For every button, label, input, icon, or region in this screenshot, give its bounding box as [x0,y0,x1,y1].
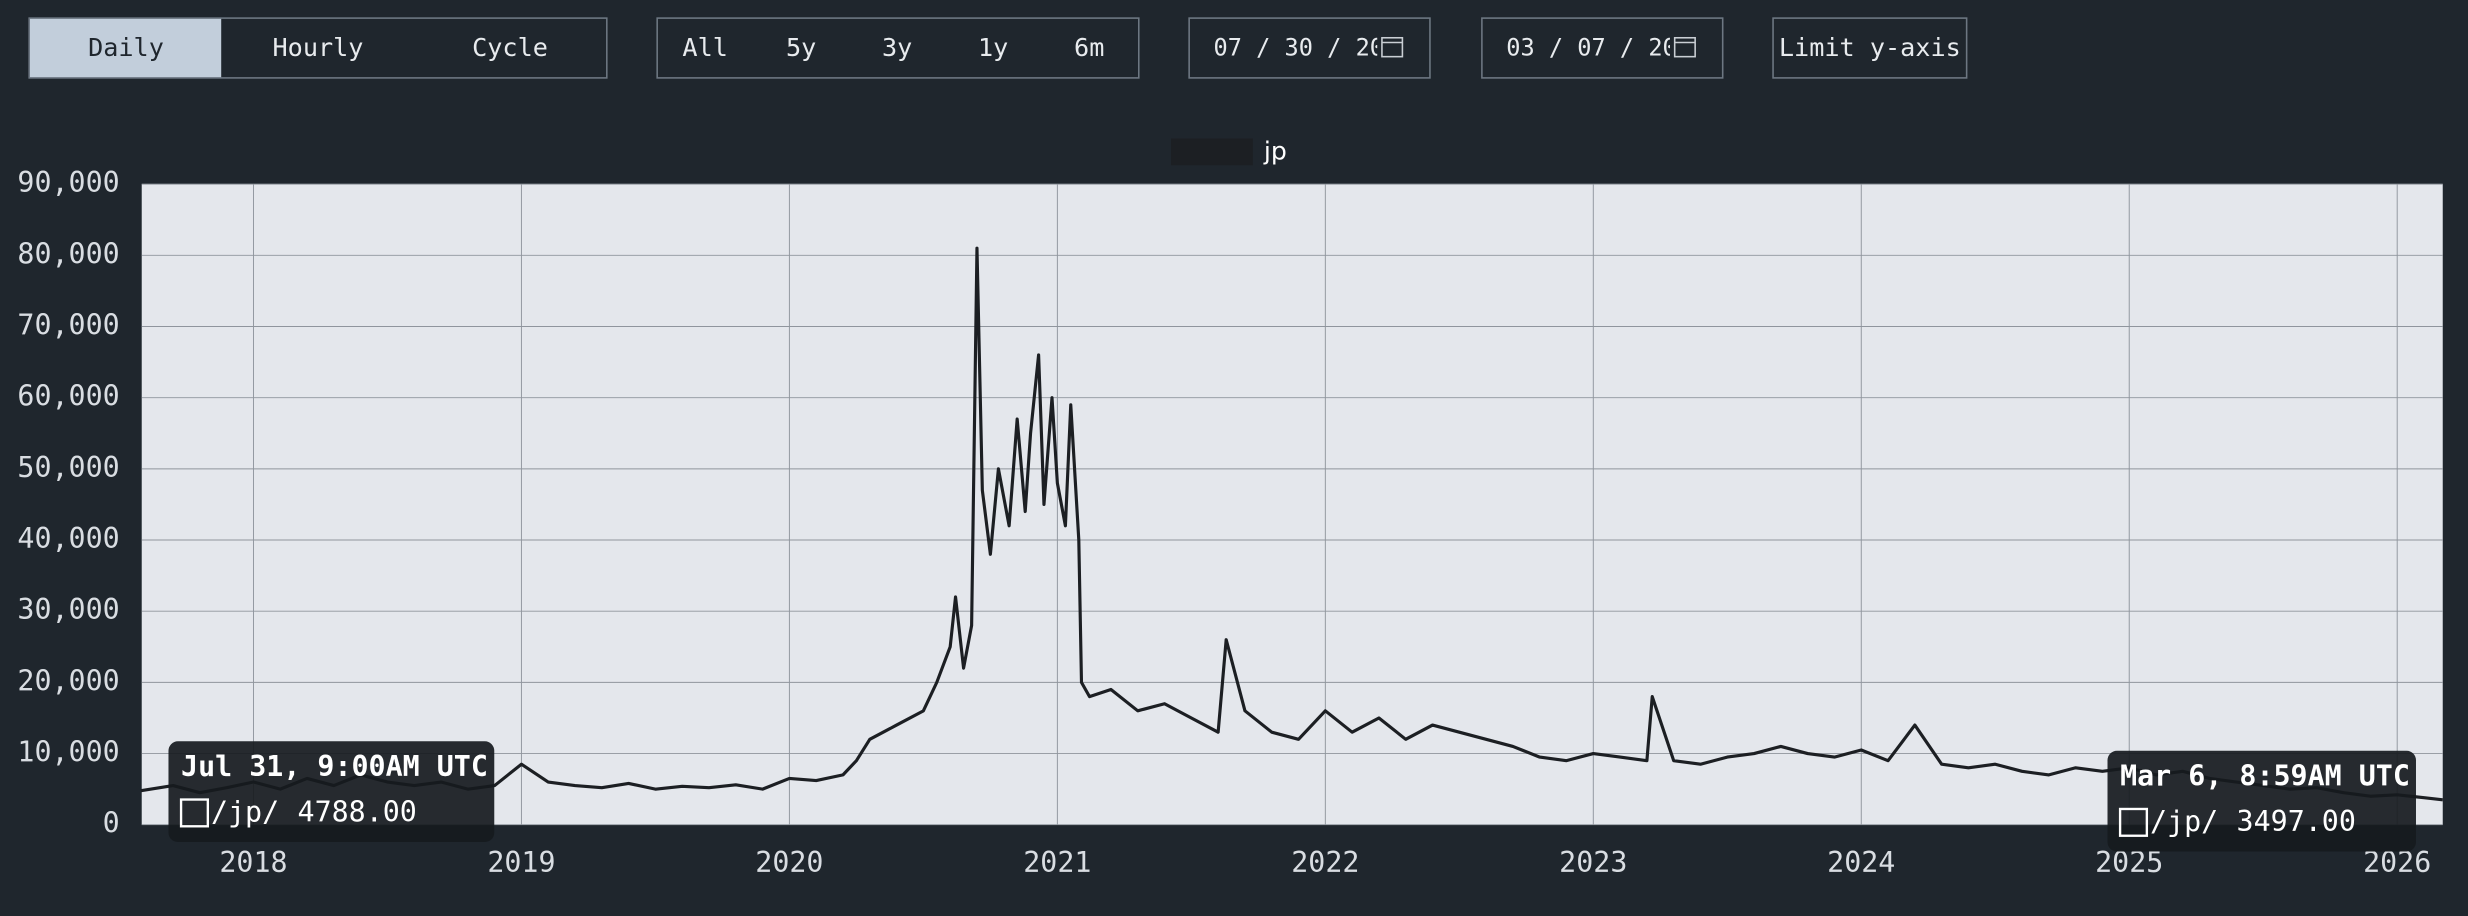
tooltip: Mar 6, 8:59AM UTC/jp/3497.00 [2107,750,2416,852]
tooltip-value: 4788.00 [298,796,417,829]
x-tick-label: 2025 [2095,846,2163,879]
y-tick-label: 40,000 [17,522,119,555]
start-date-input[interactable]: 07 / 30 / 2017 [1188,17,1431,79]
period-6m[interactable]: 6m [1074,33,1104,62]
x-tick-label: 2026 [2363,846,2431,879]
limit-button[interactable]: Limit y-axis [1772,17,1968,79]
tab-hourly[interactable]: Hourly [273,33,364,62]
period-group: All 5y 3y 1y 6m [656,17,1140,79]
tooltip-bg [2107,750,2416,852]
period-5y[interactable]: 5y [786,33,816,62]
period-border [656,17,1140,79]
x-tick-label: 2018 [219,846,287,879]
x-tick-label: 2021 [1023,846,1091,879]
period-1y[interactable]: 1y [978,33,1008,62]
legend-swatch [1171,138,1253,166]
active-tab-bg [29,18,222,78]
x-tick-label: 2023 [1559,846,1627,879]
button-border [1772,17,1968,79]
legend-label: jp [1263,137,1287,166]
y-tick-label: 20,000 [17,664,119,697]
y-tick-label: 80,000 [17,237,119,270]
tooltip: Jul 31, 9:00AM UTC/jp/4788.00 [168,741,495,843]
chart: 0 10,000 20,000 30,000 40,000 50,000 60,000 70,… [17,137,2443,879]
x-tick-label: 2020 [755,846,823,879]
tooltip-series: /jp/ [211,796,279,829]
y-tick-label: 10,000 [17,736,119,769]
tooltip-series: /jp/ [2150,805,2218,838]
input-border [1481,17,1724,79]
input-border [1188,17,1431,79]
tab-daily[interactable]: Daily [88,33,164,62]
calendar-icon[interactable] [1381,36,1404,58]
end-date[interactable]: 03 / 07 / 2026 [1506,33,1705,61]
plot-area [141,184,2443,825]
period-3y[interactable]: 3y [882,33,912,62]
tooltip-swatch [179,798,210,828]
series-line [140,246,2443,802]
tab-border [28,17,608,79]
tooltip-time: Mar 6, 8:59AM UTC [2120,759,2410,792]
tooltip-time: Jul 31, 9:00AM UTC [181,750,488,783]
x-tick-label: 2024 [1827,846,1895,879]
y-tick-label: 30,000 [17,593,119,626]
y-tick-label: 70,000 [17,308,119,341]
x-tick-label: 2022 [1291,846,1359,879]
end-date-input[interactable]: 03 / 07 / 2026 [1481,17,1724,79]
tooltip-bg [168,741,495,843]
tooltip-swatch [2118,807,2149,837]
y-tick-label: 90,000 [17,166,119,199]
start-date[interactable]: 07 / 30 / 2017 [1214,33,1413,61]
tooltip-value: 3497.00 [2237,805,2356,838]
limit-y-axis[interactable]: Limit y-axis [1779,33,1961,62]
tab-cycle[interactable]: Cycle [472,33,548,62]
period-all[interactable]: All [682,33,727,62]
calendar-icon[interactable] [1673,36,1696,58]
x-tick-label: 2019 [487,846,555,879]
y-tick-label: 50,000 [17,451,119,484]
y-tick-label: 60,000 [17,380,119,413]
y-tick-label: 0 [103,807,120,840]
view-mode-group: Daily Hourly Cycle [28,17,608,79]
